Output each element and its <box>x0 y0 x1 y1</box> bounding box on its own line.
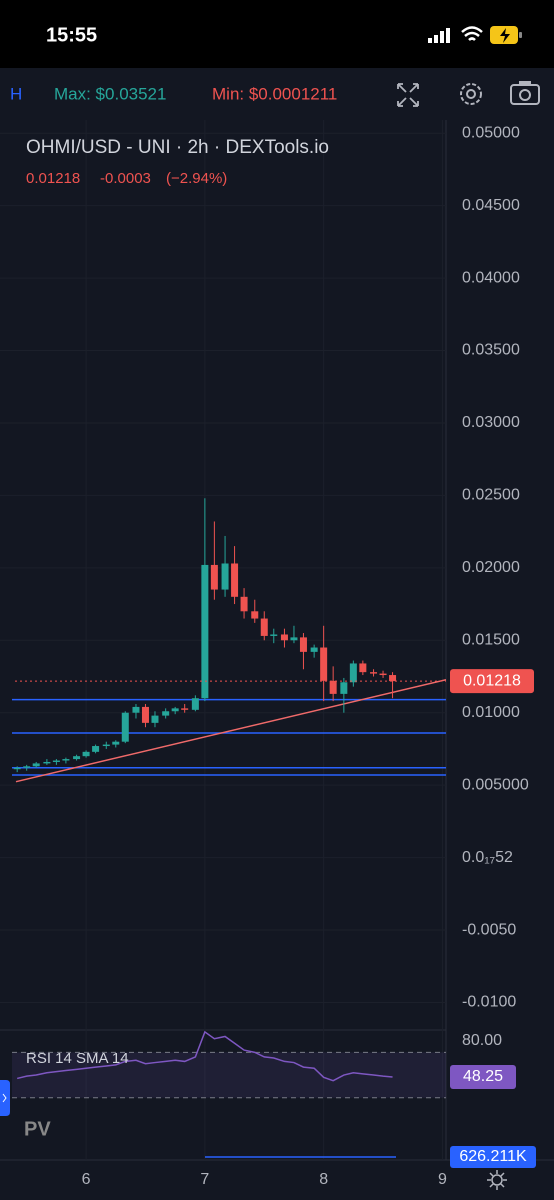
candle-body <box>290 637 298 641</box>
candle-body <box>349 663 357 683</box>
grid <box>0 120 446 1160</box>
candle-body <box>102 744 110 747</box>
rsi-last-label: 48.25 <box>463 1068 503 1085</box>
collapse-handle[interactable] <box>0 1080 10 1116</box>
y-tick-label: 0.03000 <box>462 414 520 431</box>
candle-body <box>329 680 337 694</box>
y-tick-label: 0.04000 <box>462 269 520 286</box>
y-tick-label: 0.03500 <box>462 342 520 359</box>
candle-body <box>62 759 70 761</box>
x-tick-label: 6 <box>82 1171 91 1188</box>
candle-body <box>43 761 51 764</box>
x-tick-label: 8 <box>319 1171 328 1188</box>
candle-body <box>320 647 328 681</box>
candle-body <box>359 663 367 673</box>
candle-body <box>132 706 140 713</box>
interval[interactable]: H <box>10 84 22 103</box>
candle-body <box>201 564 209 699</box>
chart-title: OHMI/USD - UNI · 2h · DEXTools.io <box>26 137 329 158</box>
time-settings[interactable] <box>487 1170 507 1190</box>
screenshot-button[interactable] <box>510 81 540 105</box>
candle-body <box>221 563 229 590</box>
candle-body <box>23 766 31 768</box>
y-tick-label: 0.01500 <box>462 631 520 648</box>
last-quote: 0.01218 <box>26 170 80 187</box>
y-tick-label: 0.0₁₇52 <box>462 849 513 866</box>
candle-body <box>73 756 81 760</box>
candle-body <box>389 675 397 682</box>
rsi-last-box <box>450 1065 516 1090</box>
max-price: Max: $0.03521 <box>54 84 166 103</box>
rsi-tick-label: 80.00 <box>462 1032 502 1049</box>
price-pane <box>12 498 446 783</box>
candle-body <box>52 760 60 762</box>
rsi-title: RSI 14 SMA 14 <box>26 1050 129 1067</box>
collapse-arrow <box>2 1093 7 1103</box>
candle-body <box>231 563 239 597</box>
change: -0.0003 <box>100 170 151 187</box>
min-price: Min: $0.0001211 <box>212 84 337 103</box>
candle-body <box>121 712 129 742</box>
candle-body <box>270 634 278 636</box>
y-tick-label: 0.02500 <box>462 487 520 504</box>
candle-body <box>370 672 378 674</box>
volume-last-label: 626.211K <box>459 1148 527 1165</box>
candle-body <box>112 741 120 745</box>
battery-icon <box>490 26 522 44</box>
fullscreen-button[interactable] <box>397 83 419 107</box>
candle-body <box>82 751 90 757</box>
change-percent: (−2.94%) <box>166 170 227 187</box>
candle-body <box>310 647 318 652</box>
y-tick-label: -0.0100 <box>462 994 516 1011</box>
wifi-icon <box>461 26 483 41</box>
status-bar <box>0 0 554 68</box>
candle-body <box>299 637 307 652</box>
candle-body <box>151 715 159 723</box>
candle-body <box>32 763 40 767</box>
x-tick-label: 9 <box>438 1171 447 1188</box>
y-tick-label: 0.02000 <box>462 559 520 576</box>
candle-body <box>379 673 387 676</box>
candle-body <box>181 708 189 710</box>
y-tick-label: 0.05000 <box>462 124 520 141</box>
candle-body <box>92 746 100 752</box>
candle-body <box>210 564 218 590</box>
last-price-label: 0.01218 <box>463 672 521 689</box>
x-tick-label: 7 <box>200 1171 209 1188</box>
volume-last-box <box>450 1146 536 1168</box>
y-tick-label: -0.0050 <box>462 921 516 938</box>
trend-line <box>15 678 446 783</box>
candle-body <box>240 596 248 612</box>
candle-body <box>141 706 149 723</box>
candle-body <box>13 767 21 770</box>
candle-body <box>260 618 268 636</box>
candle-body <box>280 634 288 641</box>
y-tick-label: 0.01000 <box>462 704 520 721</box>
y-tick-label: 0.04500 <box>462 197 520 214</box>
logo: PV <box>24 1118 51 1140</box>
candle-body <box>340 682 348 694</box>
rsi-line <box>17 1030 393 1082</box>
candle-body <box>191 698 199 710</box>
candle-body <box>171 708 179 712</box>
candle-body <box>251 611 259 619</box>
signal-icon <box>428 28 450 43</box>
candle-body <box>162 711 170 716</box>
rsi-pane <box>12 1030 446 1099</box>
settings-button[interactable] <box>460 83 482 105</box>
last-price-box <box>450 669 534 694</box>
clock: 15:55 <box>46 24 97 46</box>
y-tick-label: 0.005000 <box>462 776 529 793</box>
